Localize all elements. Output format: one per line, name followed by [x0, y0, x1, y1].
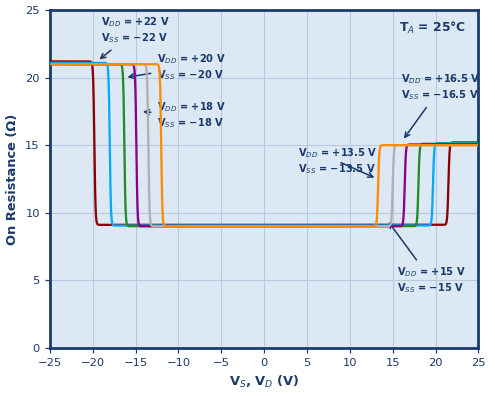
Text: V$_{DD}$ = +18 V
V$_{SS}$ = −18 V: V$_{DD}$ = +18 V V$_{SS}$ = −18 V	[145, 101, 226, 130]
Text: V$_{DD}$ = +20 V
V$_{SS}$ = −20 V: V$_{DD}$ = +20 V V$_{SS}$ = −20 V	[129, 52, 226, 82]
Text: V$_{DD}$ = +13.5 V
V$_{SS}$ = −13.5 V: V$_{DD}$ = +13.5 V V$_{SS}$ = −13.5 V	[298, 147, 378, 177]
X-axis label: V$_S$, V$_D$ (V): V$_S$, V$_D$ (V)	[229, 374, 299, 390]
Y-axis label: On Resistance (Ω): On Resistance (Ω)	[6, 113, 19, 245]
Text: V$_{DD}$ = +22 V
V$_{SS}$ = −22 V: V$_{DD}$ = +22 V V$_{SS}$ = −22 V	[100, 15, 170, 59]
Text: V$_{DD}$ = +16.5 V
V$_{SS}$ = −16.5 V: V$_{DD}$ = +16.5 V V$_{SS}$ = −16.5 V	[401, 72, 481, 137]
Text: V$_{DD}$ = +15 V
V$_{SS}$ = −15 V: V$_{DD}$ = +15 V V$_{SS}$ = −15 V	[390, 223, 466, 295]
Text: T$_A$ = 25°C: T$_A$ = 25°C	[398, 20, 466, 36]
